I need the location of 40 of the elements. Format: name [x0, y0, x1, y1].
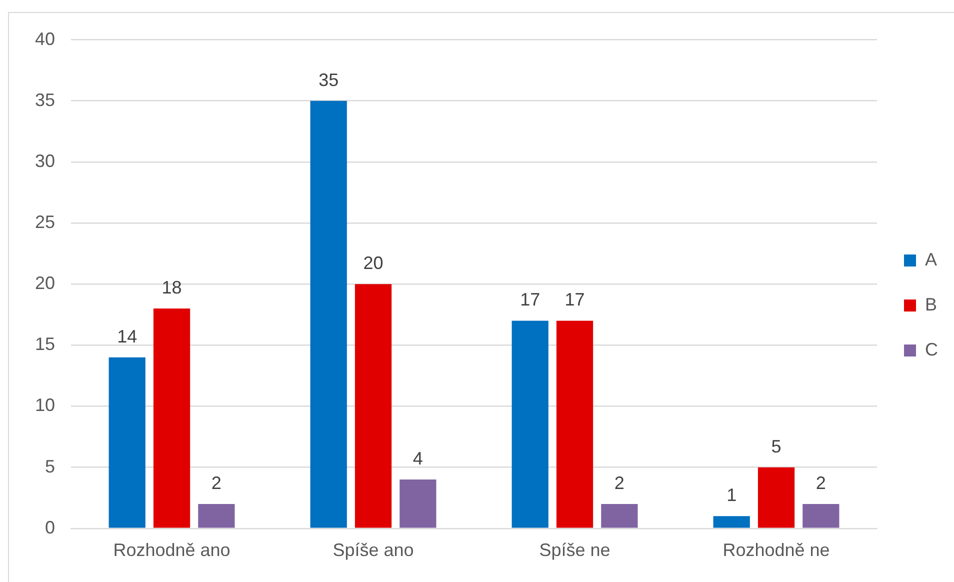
y-tick-label: 5 [45, 456, 56, 476]
y-tick-label: 40 [34, 28, 56, 49]
x-tick-label: Rozhodně ne [722, 540, 830, 560]
data-label: 14 [117, 326, 138, 346]
data-label: 17 [520, 290, 540, 310]
bar [758, 467, 795, 528]
bar [802, 504, 840, 528]
bar [601, 504, 638, 528]
data-label: 20 [363, 253, 384, 274]
x-tick-label: Spíše ano [332, 540, 414, 560]
data-label: 4 [412, 448, 423, 469]
legend-label: C [925, 339, 938, 360]
y-tick-label: 10 [34, 395, 56, 416]
bar [198, 504, 235, 528]
y-tick-label: 30 [34, 150, 56, 171]
bar [153, 308, 190, 528]
bar [310, 100, 347, 528]
data-label: 1 [726, 485, 737, 506]
data-label: 2 [816, 472, 826, 493]
legend-label: B [925, 294, 938, 314]
y-tick-label: 15 [34, 334, 56, 354]
bar [556, 320, 594, 528]
x-tick-label: Rozhodně ano [113, 540, 230, 560]
data-label: 17 [564, 290, 585, 310]
x-tick-label: Spíše ne [539, 540, 610, 560]
bar [713, 516, 750, 528]
y-tick-label: 35 [34, 90, 56, 110]
y-tick-label: 0 [45, 517, 56, 538]
bar [512, 320, 548, 528]
data-label: 5 [771, 436, 782, 456]
y-tick-label: 20 [34, 273, 56, 294]
bar [400, 480, 436, 528]
data-label: 2 [211, 472, 222, 493]
bar [108, 357, 146, 528]
data-label: 35 [318, 70, 339, 90]
legend-label: A [925, 249, 938, 270]
y-tick-label: 25 [34, 212, 56, 232]
data-label: 18 [162, 278, 182, 298]
bar [354, 284, 392, 528]
data-label: 2 [614, 472, 624, 493]
